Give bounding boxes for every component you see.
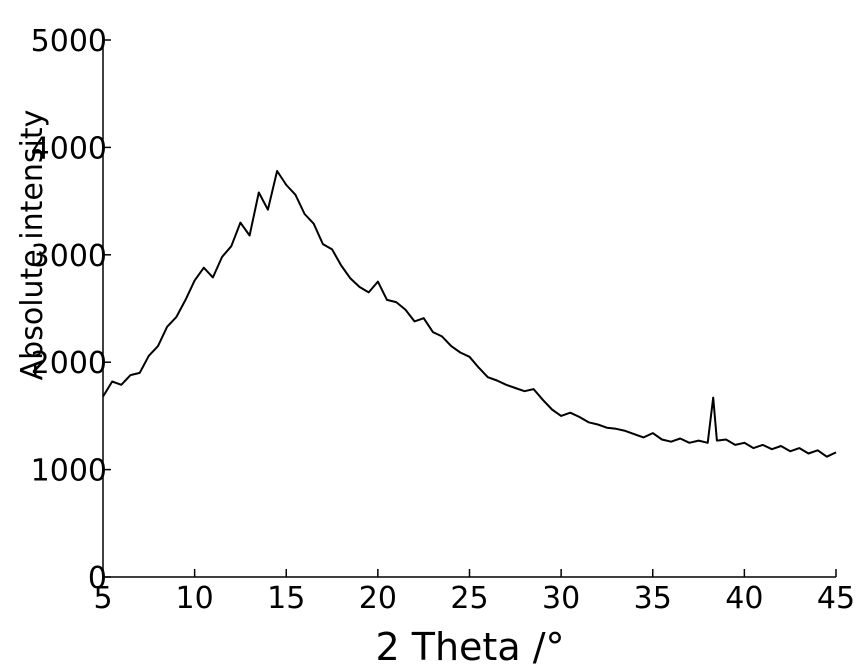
data-line <box>102 170 837 458</box>
x-tick-label: 20 <box>359 581 397 616</box>
y-tick-label: 0 <box>88 561 107 596</box>
x-tick-label: 5 <box>93 581 112 616</box>
x-tick-label: 25 <box>450 581 488 616</box>
y-axis-label: Absolute intensity <box>15 110 50 381</box>
x-tick-label: 10 <box>176 581 214 616</box>
x-tick-label: 45 <box>817 581 855 616</box>
x-tick-label: 15 <box>267 581 305 616</box>
x-tick-label: 35 <box>634 581 672 616</box>
y-tick-label: 4000 <box>31 131 107 166</box>
x-tick-label: 40 <box>725 581 763 616</box>
x-tick-label: 30 <box>542 581 580 616</box>
y-tick-label: 5000 <box>31 24 107 59</box>
y-tick-label: 2000 <box>31 346 107 381</box>
y-tick-label: 1000 <box>31 454 107 489</box>
y-tick-label: 3000 <box>31 239 107 274</box>
x-axis-label: 2 Theta /° <box>376 625 565 669</box>
